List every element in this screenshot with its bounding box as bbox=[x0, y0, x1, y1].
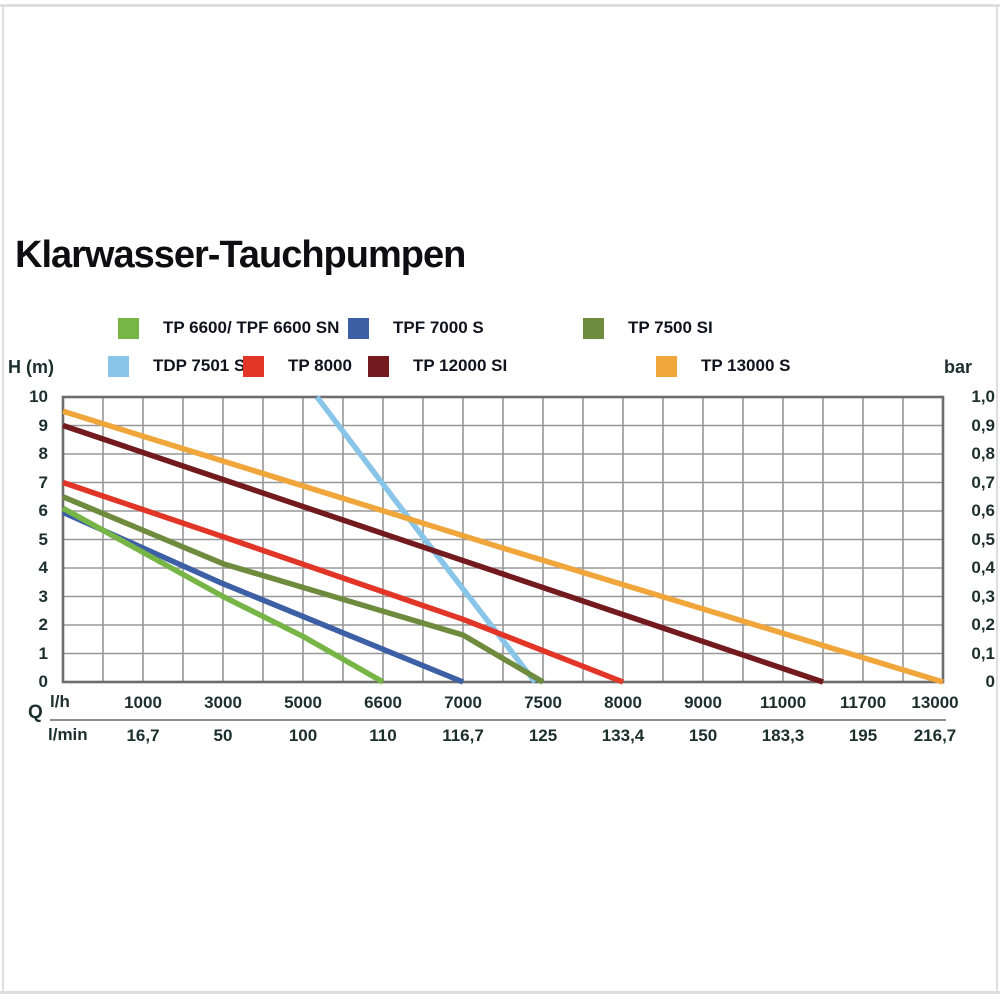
y-right-tick-label: 0,5 bbox=[951, 529, 995, 551]
x-tick-lmin-150: 150 bbox=[661, 725, 745, 747]
x-tick-lmin-100: 100 bbox=[261, 725, 345, 747]
y-right-tick-label: 0,2 bbox=[951, 614, 995, 636]
x-tick-lmin-16,7: 16,7 bbox=[101, 725, 185, 747]
x-tick-lmin-125: 125 bbox=[501, 725, 585, 747]
x-tick-lh-7500: 7500 bbox=[501, 692, 585, 714]
y-right-tick-label: 0 bbox=[951, 671, 995, 693]
legend-item: TDP 7501 S bbox=[108, 355, 245, 377]
x-axis-unit-lh: l/h bbox=[50, 692, 70, 712]
y-right-tick-label: 0,9 bbox=[951, 415, 995, 437]
y-left-tick-label: 4 bbox=[0, 557, 48, 579]
photo-edge-top bbox=[0, 4, 1000, 7]
legend-swatch bbox=[656, 356, 677, 377]
legend-swatch bbox=[348, 318, 369, 339]
y-left-tick-label: 2 bbox=[0, 614, 48, 636]
y-left-tick-label: 7 bbox=[0, 472, 48, 494]
x-tick-lh-9000: 9000 bbox=[661, 692, 745, 714]
x-tick-lmin-116,7: 116,7 bbox=[421, 725, 505, 747]
y-left-tick-label: 0 bbox=[0, 671, 48, 693]
x-axis-separator-line bbox=[50, 719, 946, 721]
legend-swatch bbox=[368, 356, 389, 377]
x-tick-lh-8000: 8000 bbox=[581, 692, 665, 714]
legend-item: TPF 7000 S bbox=[348, 317, 484, 339]
legend-label: TDP 7501 S bbox=[153, 356, 245, 376]
x-axis-unit-lmin: l/min bbox=[48, 725, 88, 745]
x-tick-lh-6600: 6600 bbox=[341, 692, 425, 714]
legend-swatch bbox=[108, 356, 129, 377]
y-right-tick-label: 0,3 bbox=[951, 586, 995, 608]
x-tick-lmin-216,7: 216,7 bbox=[893, 725, 977, 747]
legend-label: TP 13000 S bbox=[701, 356, 790, 376]
y-left-tick-label: 5 bbox=[0, 529, 48, 551]
y-left-tick-label: 10 bbox=[0, 386, 48, 408]
y-left-tick-label: 1 bbox=[0, 643, 48, 665]
photo-edge-bottom bbox=[0, 991, 1000, 994]
y-right-tick-label: 0,6 bbox=[951, 500, 995, 522]
x-tick-lh-5000: 5000 bbox=[261, 692, 345, 714]
legend-swatch bbox=[118, 318, 139, 339]
legend-swatch bbox=[583, 318, 604, 339]
x-tick-lh-7000: 7000 bbox=[421, 692, 505, 714]
y-right-tick-label: 0,7 bbox=[951, 472, 995, 494]
x-tick-lh-3000: 3000 bbox=[181, 692, 265, 714]
legend-label: TPF 7000 S bbox=[393, 318, 484, 338]
y-right-tick-label: 0,1 bbox=[951, 643, 995, 665]
legend-label: TP 12000 SI bbox=[413, 356, 507, 376]
chart-plot-area bbox=[0, 385, 1000, 700]
y-axis-right-title: bar bbox=[944, 357, 972, 378]
legend-label: TP 7500 SI bbox=[628, 318, 713, 338]
x-tick-lh-13000: 13000 bbox=[893, 692, 977, 714]
x-tick-lmin-133,4: 133,4 bbox=[581, 725, 665, 747]
page-title: Klarwasser-Tauchpumpen bbox=[15, 234, 465, 277]
y-left-tick-label: 3 bbox=[0, 586, 48, 608]
legend-label: TP 6600/ TPF 6600 SN bbox=[163, 318, 339, 338]
y-left-tick-label: 8 bbox=[0, 443, 48, 465]
legend-item: TP 6600/ TPF 6600 SN bbox=[118, 317, 339, 339]
legend-item: TP 7500 SI bbox=[583, 317, 713, 339]
legend-item: TP 8000 bbox=[243, 355, 352, 377]
y-left-tick-label: 6 bbox=[0, 500, 48, 522]
y-right-tick-label: 0,8 bbox=[951, 443, 995, 465]
x-tick-lmin-50: 50 bbox=[181, 725, 265, 747]
x-tick-lh-1000: 1000 bbox=[101, 692, 185, 714]
x-tick-lh-11000: 11000 bbox=[741, 692, 825, 714]
y-left-tick-label: 9 bbox=[0, 415, 48, 437]
pump-performance-chart-page: Klarwasser-Tauchpumpen TP 6600/ TPF 6600… bbox=[0, 0, 1000, 1000]
x-tick-lmin-183,3: 183,3 bbox=[741, 725, 825, 747]
y-right-tick-label: 1,0 bbox=[951, 386, 995, 408]
legend-item: TP 12000 SI bbox=[368, 355, 507, 377]
legend-swatch bbox=[243, 356, 264, 377]
series-line-tp-12000-si bbox=[63, 426, 823, 683]
y-axis-left-title: H (m) bbox=[8, 357, 54, 378]
legend-item: TP 13000 S bbox=[656, 355, 790, 377]
legend-label: TP 8000 bbox=[288, 356, 352, 376]
x-axis-symbol-q: Q bbox=[28, 702, 43, 724]
y-right-tick-label: 0,4 bbox=[951, 557, 995, 579]
x-tick-lmin-110: 110 bbox=[341, 725, 425, 747]
